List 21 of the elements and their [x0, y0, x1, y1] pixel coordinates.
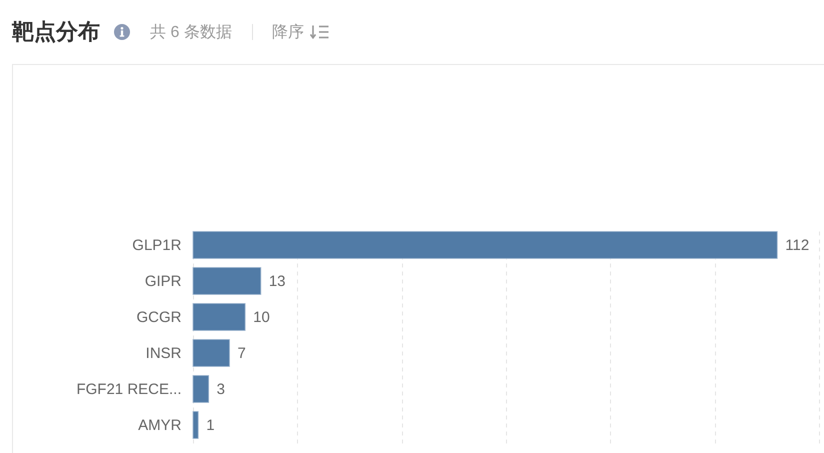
bar — [192, 267, 262, 295]
bar — [192, 411, 199, 439]
bar — [192, 231, 778, 259]
y-tick-label: GCGR — [136, 309, 182, 326]
bar — [192, 303, 246, 331]
data-label: 112 — [785, 237, 810, 254]
y-tick-label: AMYR — [138, 417, 182, 434]
bar — [192, 339, 230, 367]
y-tick-label: FGF21 RECE... — [76, 381, 182, 398]
text: 降序 — [272, 22, 304, 42]
y-tick-label: GLP1R — [132, 237, 182, 254]
data-label: 1 — [206, 417, 215, 434]
chart-subtitle: 共 6 条数据 — [150, 22, 232, 42]
data-label: 13 — [268, 273, 286, 290]
bar — [192, 375, 210, 403]
chart-title: 靶点分布 — [12, 18, 100, 46]
data-label: 3 — [216, 381, 225, 398]
y-tick-label: INSR — [146, 345, 182, 362]
y-tick-label: GIPR — [144, 273, 182, 290]
data-label: 7 — [238, 345, 246, 362]
data-label: 10 — [253, 309, 270, 326]
